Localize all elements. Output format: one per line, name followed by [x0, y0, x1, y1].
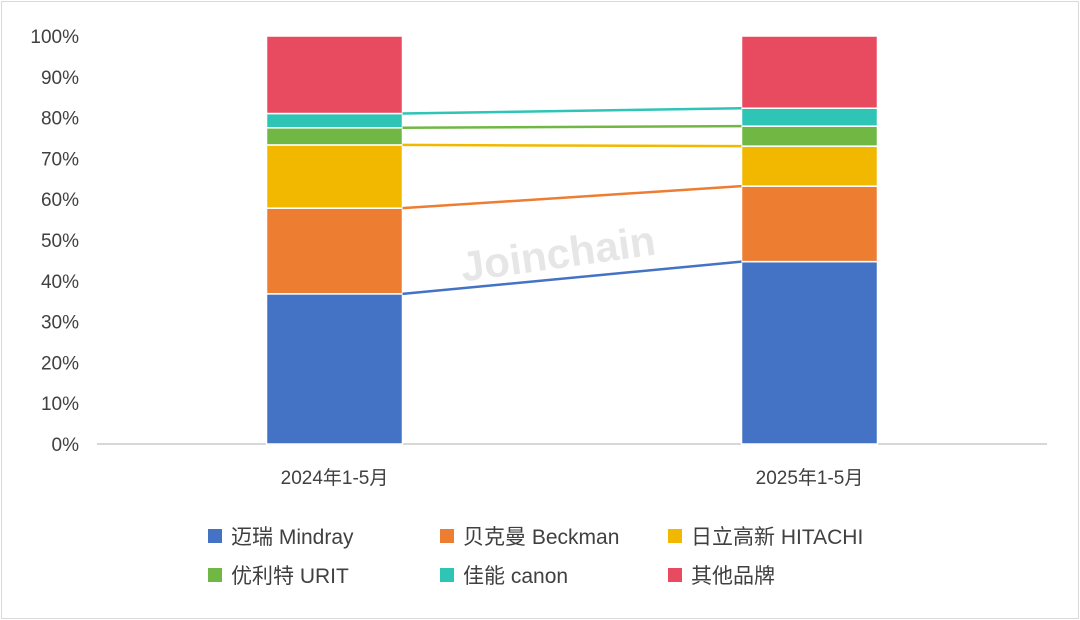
y-tick-label: 30% [41, 313, 79, 334]
legend-label: 佳能 canon [463, 565, 568, 588]
bar-segment [265, 35, 404, 115]
y-tick-label: 80% [41, 109, 79, 130]
series-line [402, 106, 742, 115]
bar-segment [740, 107, 879, 127]
y-tick-label: 10% [41, 394, 79, 415]
bar-segment [740, 260, 879, 445]
legend-label: 优利特 URIT [231, 565, 349, 588]
legend-swatch [208, 529, 222, 543]
y-tick-label: 90% [41, 68, 79, 89]
bar-segment [740, 185, 879, 263]
bar-segment [265, 293, 404, 445]
bar-segment [265, 112, 404, 129]
bar-segment [265, 207, 404, 295]
bar-segment [740, 145, 879, 187]
x-tick-label: 2025年1-5月 [756, 467, 864, 489]
y-tick-label: 100% [30, 27, 79, 48]
series-line [402, 260, 742, 296]
bar-segment [740, 35, 879, 109]
series-line [402, 124, 742, 130]
legend-swatch [208, 568, 222, 582]
legend-swatch [440, 529, 454, 543]
x-tick-label: 2024年1-5月 [281, 467, 389, 489]
y-tick-label: 50% [41, 231, 79, 252]
legend-label: 迈瑞 Mindray [231, 526, 354, 549]
y-tick-label: 60% [41, 190, 79, 211]
legend-label: 其他品牌 [691, 565, 775, 588]
y-tick-label: 40% [41, 272, 79, 293]
bar-segment [265, 144, 404, 209]
legend-label: 贝克曼 Beckman [463, 526, 619, 549]
legend-label: 日立高新 HITACHI [691, 526, 863, 549]
y-tick-label: 70% [41, 149, 79, 170]
bar-segment [265, 127, 404, 146]
bar-segment [740, 125, 879, 147]
legend-swatch [668, 529, 682, 543]
y-tick-label: 0% [52, 435, 80, 456]
series-line [402, 184, 742, 210]
legend-swatch [440, 568, 454, 582]
legend-swatch [668, 568, 682, 582]
series-line [402, 143, 742, 148]
y-tick-label: 20% [41, 353, 79, 374]
